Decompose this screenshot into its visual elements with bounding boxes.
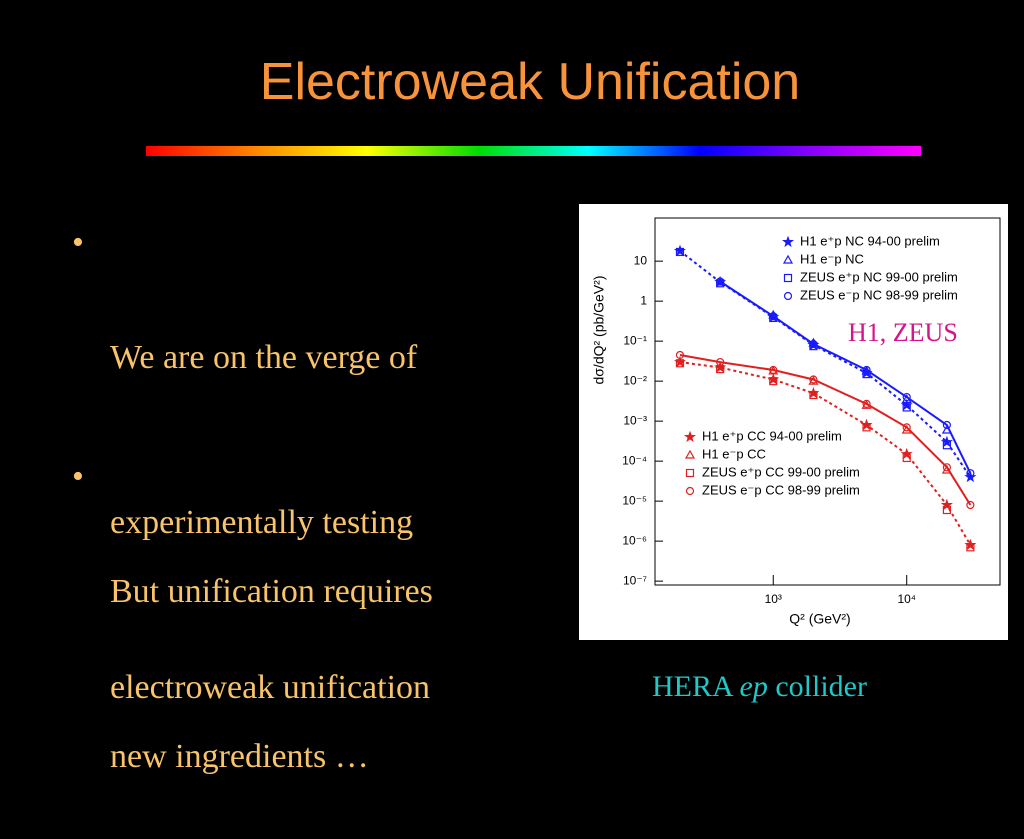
y-tick-label: 10⁻⁴ bbox=[622, 453, 647, 467]
marker bbox=[769, 377, 778, 386]
marker bbox=[942, 505, 951, 515]
bullet-dot: • bbox=[72, 224, 84, 261]
y-tick-label: 1 bbox=[640, 293, 647, 307]
plot-frame bbox=[654, 217, 1001, 586]
marker bbox=[809, 390, 818, 400]
marker bbox=[675, 350, 685, 360]
marker bbox=[902, 423, 911, 432]
legend-label: ZEUS e⁺p CC 99-00 prelim bbox=[702, 464, 860, 479]
marker bbox=[684, 449, 696, 459]
slide-title: Electroweak Unification bbox=[259, 53, 801, 111]
legend-label: H1 e⁺p CC 94-00 prelim bbox=[702, 428, 842, 443]
marker bbox=[809, 339, 818, 349]
legend-label: H1 e⁻p NC bbox=[800, 251, 864, 266]
rainbow-rule bbox=[146, 146, 921, 156]
marker bbox=[902, 392, 911, 402]
x-axis-title: Q² (GeV²) bbox=[789, 611, 850, 627]
x-tick-label: 10⁴ bbox=[897, 592, 916, 606]
legend-label: H1 e⁻p CC bbox=[702, 446, 766, 461]
y-tick-label: 10⁻⁵ bbox=[622, 493, 647, 507]
bullet-line: electroweak unification bbox=[110, 669, 431, 706]
fit-curve bbox=[679, 354, 972, 506]
marker bbox=[902, 403, 911, 412]
legend-label: ZEUS e⁻p NC 98-99 prelim bbox=[800, 287, 958, 302]
marker bbox=[675, 359, 685, 368]
marker bbox=[675, 247, 685, 257]
marker bbox=[862, 399, 871, 408]
bullet-line: But unification requires bbox=[110, 573, 433, 610]
fit-curve bbox=[719, 280, 972, 474]
legend-label: ZEUS e⁺p NC 99-00 prelim bbox=[800, 269, 958, 284]
x-tick-label: 10³ bbox=[765, 592, 782, 606]
y-tick-label: 10⁻⁶ bbox=[622, 533, 647, 547]
marker bbox=[966, 469, 975, 478]
marker bbox=[862, 423, 871, 432]
marker bbox=[769, 365, 778, 375]
marker bbox=[716, 277, 725, 286]
y-tick-label: 10⁻⁷ bbox=[623, 573, 647, 587]
caption-text: collider bbox=[767, 670, 867, 703]
caption-emphasis: ep bbox=[739, 670, 768, 703]
marker bbox=[783, 273, 793, 283]
marker bbox=[966, 500, 975, 510]
marker bbox=[902, 453, 911, 463]
legend-label: ZEUS e⁻p CC 98-99 prelim bbox=[702, 482, 860, 497]
legend-label: H1 e⁺p NC 94-00 prelim bbox=[800, 233, 940, 248]
y-tick-label: 10 bbox=[634, 253, 648, 267]
bullet-dot: • bbox=[72, 458, 84, 495]
marker bbox=[862, 365, 871, 375]
caption: HERA ep collider bbox=[652, 670, 867, 704]
marker bbox=[942, 441, 951, 450]
marker bbox=[783, 291, 793, 301]
bullet: We are on the verge of experimentally te… bbox=[110, 220, 430, 770]
slide: Electroweak Unification • We are on the … bbox=[72, 53, 1008, 775]
fit-curve bbox=[679, 361, 972, 546]
y-tick-label: 10⁻¹ bbox=[623, 333, 647, 347]
marker bbox=[685, 486, 695, 496]
marker bbox=[769, 312, 778, 321]
marker bbox=[942, 463, 951, 472]
marker bbox=[684, 430, 696, 443]
marker bbox=[782, 254, 794, 264]
marker bbox=[782, 235, 794, 248]
caption-text: HERA bbox=[652, 670, 740, 703]
marker bbox=[809, 375, 818, 384]
marker bbox=[942, 420, 951, 430]
chart-background bbox=[579, 204, 1008, 640]
marker bbox=[685, 468, 695, 478]
y-axis-title: dσ/dQ² (pb/GeV²) bbox=[591, 275, 607, 384]
y-tick-label: 10⁻³ bbox=[623, 413, 647, 427]
marker bbox=[966, 543, 975, 552]
annotation: H1, ZEUS bbox=[848, 318, 958, 347]
marker bbox=[716, 357, 725, 367]
y-tick-label: 10⁻² bbox=[623, 373, 647, 387]
bullet-line: We are on the verge of bbox=[110, 339, 418, 376]
bullet-line: experimentally testing bbox=[110, 504, 414, 541]
marker bbox=[900, 447, 913, 460]
chart: Q² (GeV²) dσ/dQ² (pb/GeV²) 10 1 10⁻¹ 10⁻² 10… bbox=[579, 204, 1008, 640]
